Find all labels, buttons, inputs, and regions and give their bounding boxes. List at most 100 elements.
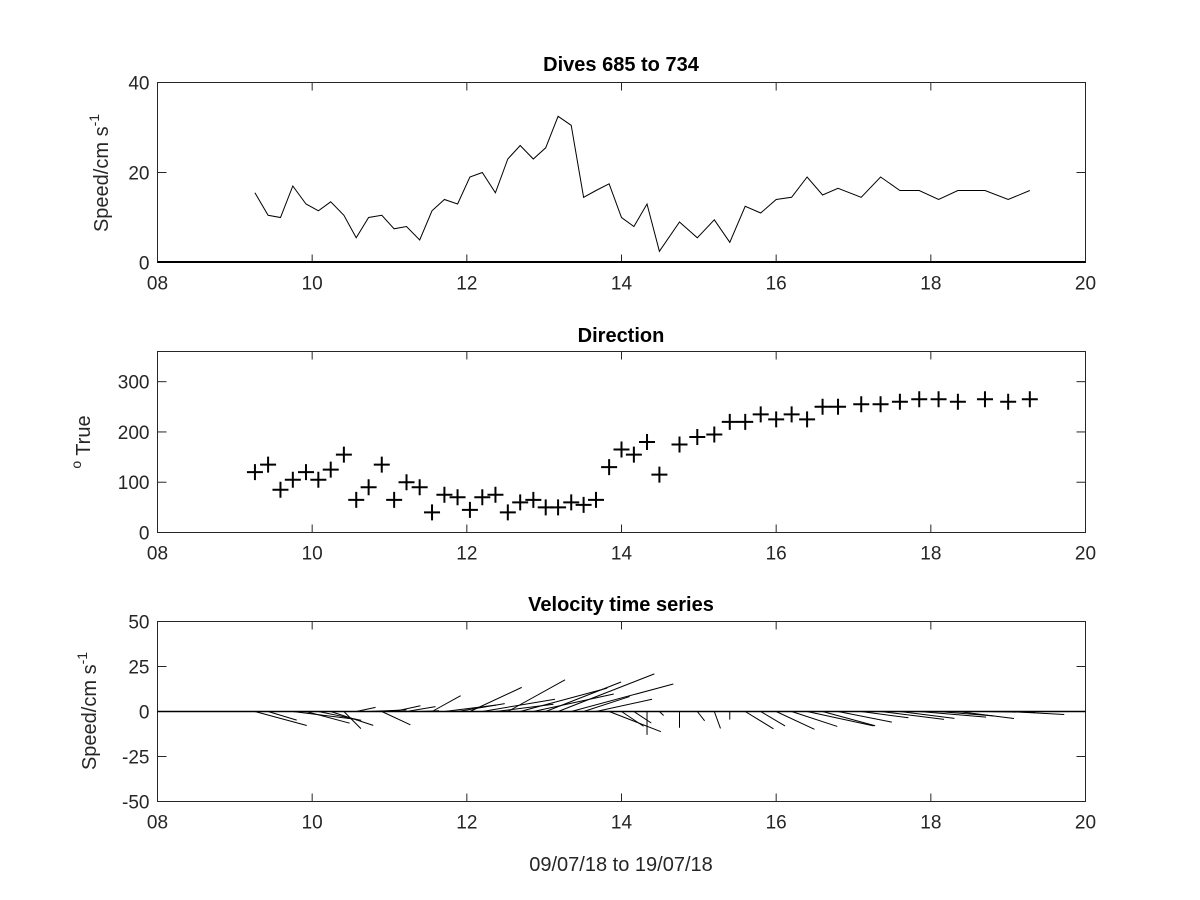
- y-tick-label: 50: [128, 613, 149, 634]
- x-tick-label: 20: [1075, 544, 1096, 565]
- direction-point: [601, 459, 618, 476]
- direction-point: [587, 491, 604, 508]
- y-tick-label: 100: [118, 473, 150, 494]
- direction-point: [651, 466, 668, 483]
- x-tick-label: 12: [456, 544, 477, 565]
- direction-point: [487, 486, 504, 503]
- x-tick-label: 10: [302, 544, 323, 565]
- x-tick-label: 16: [766, 813, 787, 834]
- x-tick-label: 14: [611, 544, 633, 565]
- velocity-vector: [744, 711, 774, 730]
- direction-panel-title: Direction: [578, 325, 665, 347]
- velocity-vector: [406, 706, 436, 712]
- velocity-vector: [394, 705, 421, 712]
- direction-point: [424, 504, 441, 521]
- direction-point: [461, 501, 478, 518]
- direction-point: [550, 499, 567, 516]
- y-tick-label: 200: [118, 423, 150, 444]
- velocity-vector: [621, 711, 644, 727]
- direction-point: [563, 494, 580, 511]
- velocity-vector: [608, 711, 662, 733]
- x-tick-label: 12: [456, 813, 477, 834]
- velocity-vector: [469, 686, 522, 712]
- velocity-vector: [381, 711, 411, 726]
- direction-point: [872, 396, 889, 413]
- direction-point: [891, 393, 908, 410]
- direction-series: [246, 391, 1038, 521]
- velocity-vector: [791, 711, 838, 727]
- direction-point: [911, 391, 928, 408]
- direction-point: [613, 441, 630, 458]
- x-tick-label: 20: [1075, 813, 1096, 834]
- x-tick-label: 14: [611, 813, 633, 834]
- direction-point: [799, 411, 816, 428]
- direction-point: [1021, 391, 1038, 408]
- x-tick-label: 18: [920, 813, 941, 834]
- speed-panel: Dives 685 to 734 Speed/cm s-1 08 10 12 14 16…: [86, 54, 1096, 295]
- x-tick-label: 08: [147, 813, 168, 834]
- direction-point: [474, 489, 491, 506]
- direction-point: [768, 411, 785, 428]
- velocity-vector: [533, 693, 614, 712]
- velocity-vector: [633, 711, 652, 724]
- velocity-vector: [305, 711, 350, 724]
- velocity-vector: [957, 711, 1015, 720]
- direction-point: [310, 471, 327, 488]
- direction-point: [272, 481, 289, 498]
- direction-point: [930, 391, 947, 408]
- direction-point: [512, 494, 529, 511]
- velocity-vector: [806, 711, 874, 727]
- velocity-axis-ticks: 08 10 12 14 16 18 20 50 25 0 -25 -50: [122, 613, 1096, 834]
- direction-point: [737, 413, 754, 430]
- velocity-vector: [431, 695, 461, 712]
- direction-point: [246, 464, 263, 481]
- velocity-vector: [545, 681, 622, 712]
- velocity-y-axis-label: Speed/cm s-1: [74, 652, 101, 770]
- speed-axis-ticks: 08 10 12 14 16 18 20 0 20 40: [128, 74, 1096, 295]
- velocity-vector: [659, 711, 664, 716]
- velocity-vector: [254, 711, 307, 727]
- speed-panel-title: Dives 685 to 734: [543, 54, 700, 76]
- direction-point: [499, 504, 516, 521]
- y-tick-label: -50: [122, 793, 149, 814]
- x-tick-label: 16: [766, 274, 787, 295]
- direction-point: [525, 491, 542, 508]
- velocity-vector: [571, 683, 674, 712]
- velocity-panel-title: Velocity time series: [528, 594, 714, 616]
- velocity-vector: [1008, 711, 1065, 716]
- direction-point: [449, 489, 466, 506]
- direction-point: [706, 426, 723, 443]
- velocity-vector: [861, 711, 909, 719]
- direction-point: [297, 464, 314, 481]
- velocity-vector: [583, 696, 630, 712]
- velocity-vector: [595, 698, 653, 712]
- velocity-vector: [880, 711, 945, 720]
- speed-series: [157, 115, 1086, 263]
- direction-point: [575, 496, 592, 513]
- velocity-vector: [775, 711, 815, 730]
- x-tick-label: 16: [766, 544, 787, 565]
- direction-point: [322, 461, 339, 478]
- velocity-vector: [899, 711, 955, 719]
- y-tick-label: 20: [128, 164, 149, 185]
- velocity-vector: [356, 706, 376, 712]
- x-tick-label: 12: [456, 274, 477, 295]
- direction-point: [436, 486, 453, 503]
- y-tick-label: 25: [128, 658, 149, 679]
- direction-point: [671, 436, 688, 453]
- x-tick-label: 18: [920, 544, 941, 565]
- velocity-vector: [557, 673, 655, 712]
- direction-point: [260, 456, 277, 473]
- velocity-vector: [713, 711, 721, 729]
- x-tick-label: 08: [147, 544, 168, 565]
- direction-point: [360, 479, 377, 496]
- velocity-vector: [267, 711, 297, 721]
- velocity-series: [157, 673, 1086, 735]
- direction-point: [783, 406, 800, 423]
- x-tick-label: 08: [147, 274, 168, 295]
- velocity-panel: Velocity time series Speed/cm s-1 09/07/…: [74, 594, 1096, 876]
- y-tick-label: 40: [128, 74, 149, 95]
- direction-point: [752, 406, 769, 423]
- y-tick-label: -25: [122, 748, 149, 769]
